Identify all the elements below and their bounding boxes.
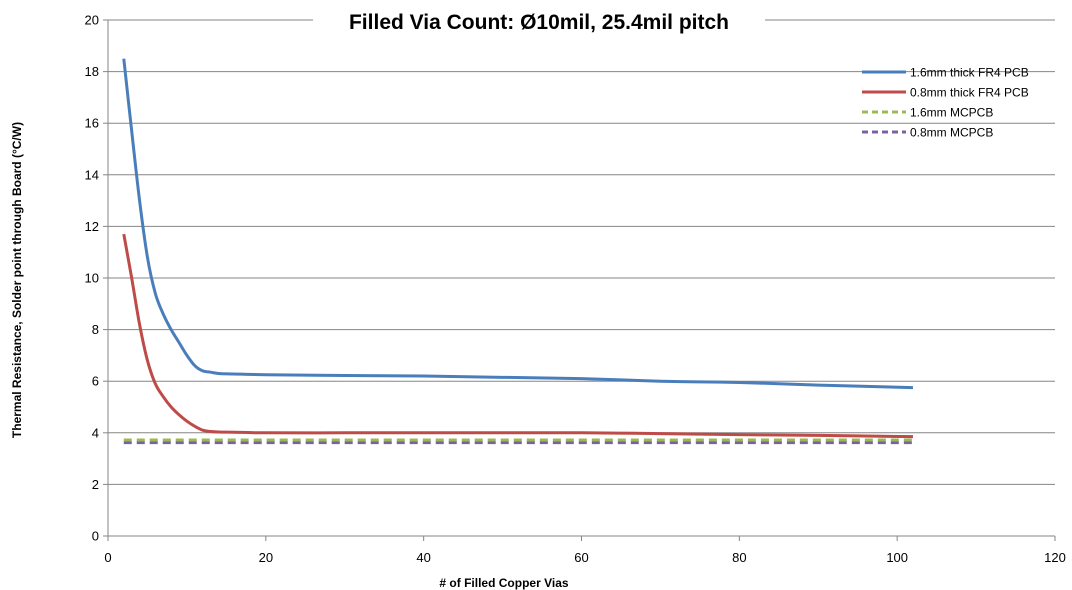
y-axis: 0 2 4 6 8 10 12 14 16 18 20 [85,13,109,544]
legend: 1.6mm thick FR4 PCB 0.8mm thick FR4 PCB 1.… [862,66,1029,140]
x-tick-label: 20 [259,550,273,565]
y-tick-label: 8 [92,322,99,337]
y-tick-label: 0 [92,529,99,544]
chart-title-background [313,3,765,37]
x-tick-label: 0 [104,550,111,565]
series-line-1-6mm-thick-fr4-pcb [122,58,913,390]
x-tick-label: 60 [574,550,588,565]
y-tick-label: 18 [85,64,99,79]
y-tick-label: 4 [92,425,99,440]
legend-label-1-6mm-mcpcb: 1.6mm MCPCB [910,106,993,120]
legend-label-0-8mm-thick-fr4-pcb: 0.8mm thick FR4 PCB [910,86,1029,100]
x-tick-label: 40 [416,550,430,565]
y-tick-label: 20 [85,13,99,28]
y-tick-label: 6 [92,374,99,389]
y-tick-label: 2 [92,477,99,492]
legend-label-1-6mm-thick-fr4-pcb: 1.6mm thick FR4 PCB [910,66,1029,80]
y-tick-label: 10 [85,271,99,286]
legend-label-0-8mm-mcpcb: 0.8mm MCPCB [910,126,993,140]
y-tick-label: 16 [85,116,99,131]
x-tick-label: 80 [732,550,746,565]
x-axis: 0 20 40 60 80 100 120 [104,535,1066,565]
chart-title: Filled Via Count: Ø10mil, 25.4mil pitch [349,11,729,34]
x-tick-label: 100 [886,550,908,565]
y-tick-label: 14 [85,167,99,182]
x-axis-title: # of Filled Copper Vias [439,576,568,590]
y-axis-title: Thermal Resistance, Solder point through… [10,122,24,438]
y-tick-label: 12 [85,219,99,234]
series-line-0-8mm-thick-fr4-pcb [122,233,913,439]
x-tick-label: 120 [1044,550,1066,565]
series-lines [122,58,913,445]
